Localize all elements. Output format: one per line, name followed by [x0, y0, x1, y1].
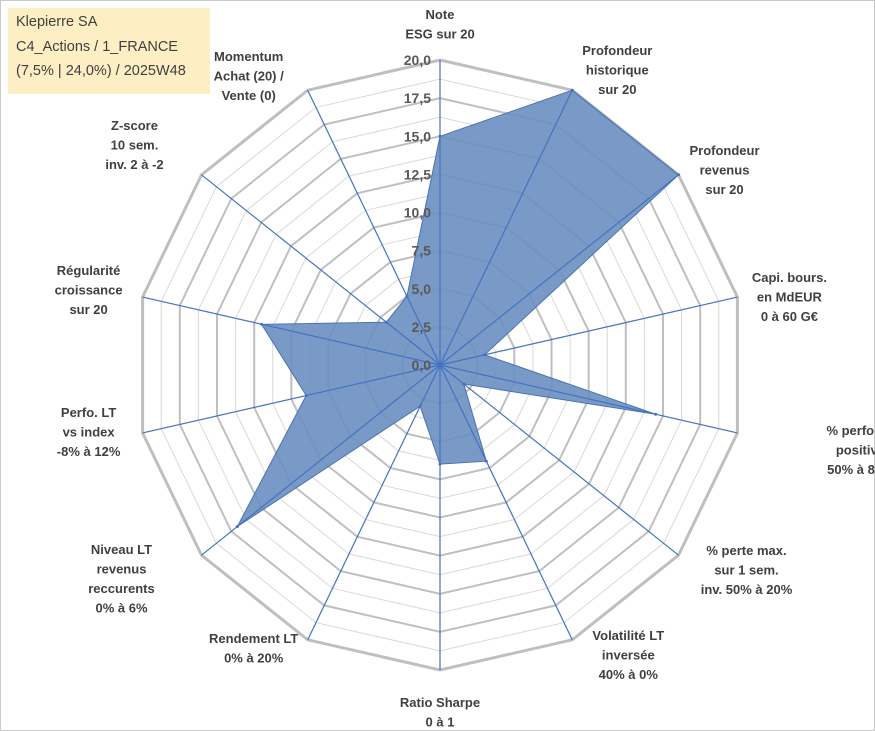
tick-label: 12,5: [404, 166, 431, 182]
axis-label-line: vs index: [63, 424, 116, 439]
axis-label-line: revenus: [700, 162, 750, 177]
axis-label-line: en MdEUR: [757, 290, 823, 305]
axis-label-line: revenus: [97, 562, 147, 577]
axis-spoke: [439, 296, 738, 366]
axis-label-line: inv. 2 à -2: [105, 157, 163, 172]
axis-label-line: 50% à 80%: [827, 462, 875, 477]
axis-label-line: Note: [426, 7, 455, 22]
title-period: (7,5% | 24,0%) / 2025W48: [16, 63, 186, 79]
axis-label-line: ESG sur 20: [405, 27, 474, 42]
axis-spoke: [439, 364, 738, 434]
chart-title-box: Klepierre SA C4_Actions / 1_FRANCE (7,5%…: [8, 8, 210, 94]
data-series-area: [236, 89, 680, 528]
axis-label-line: Momentum: [214, 49, 283, 64]
axis-label-line: 40% à 0%: [599, 667, 659, 682]
axis-spoke: [142, 296, 441, 366]
axis-label: Capi. bours. en MdEUR 0 à 60 G€: [752, 270, 827, 324]
tick-label: 17,5: [404, 90, 431, 106]
axis-spoke: [439, 364, 573, 641]
axis-spoke: [307, 364, 441, 641]
tick-label: 5,0: [412, 281, 432, 297]
tick-label: 7,5: [412, 243, 432, 259]
axis-spoke: [142, 364, 441, 434]
axis-label-line: inv. 50% à 20%: [701, 582, 793, 597]
axis-label-line: Z-score: [111, 118, 158, 133]
tick-label: 2,5: [412, 319, 432, 335]
axis-spoke: [201, 364, 441, 556]
axis-label-line: Profondeur: [582, 43, 652, 58]
axis-label-line: Régularité: [57, 263, 121, 278]
axis-label: % perfo 1A positive 50% à 80%: [826, 423, 875, 477]
title-category: C4_Actions / 1_FRANCE: [16, 39, 178, 55]
axis-label: Régularité croissance sur 20: [55, 263, 123, 317]
axis-label-line: sur 1 sem.: [714, 563, 778, 578]
tick-label: 0,0: [412, 357, 432, 373]
axis-label: Profondeur revenus sur 20: [689, 143, 759, 197]
axis-spoke: [307, 89, 441, 366]
axis-label-line: 0% à 20%: [224, 650, 284, 665]
axis-label-line: Niveau LT: [91, 542, 152, 557]
title-company: Klepierre SA: [16, 14, 98, 30]
axis-label-line: % perte max.: [706, 543, 786, 558]
axis-label-line: 0% à 6%: [95, 601, 147, 616]
axis-label: Ratio Sharpe 0 à 1: [400, 695, 480, 730]
axis-label-line: Achat (20) /: [214, 69, 284, 84]
tick-label: 15,0: [404, 128, 431, 144]
axis-label-line: Rendement LT: [209, 631, 298, 646]
axis-label: Rendement LT 0% à 20%: [209, 631, 298, 666]
axis-label-line: sur 20: [69, 302, 107, 317]
axis-label-line: sur 20: [598, 82, 636, 97]
axis-label-line: sur 20: [705, 182, 743, 197]
axis-label-line: Ratio Sharpe: [400, 695, 480, 710]
tick-label: 20,0: [404, 52, 431, 68]
axis-label: Z-score 10 sem. inv. 2 à -2: [105, 118, 163, 172]
axis-label: Note ESG sur 20: [405, 7, 474, 42]
axis-spoke: [439, 89, 573, 366]
axis-label: Profondeur historique sur 20: [582, 43, 652, 97]
axis-label-line: 0 à 1: [426, 715, 455, 730]
axis-label-line: Profondeur: [689, 143, 759, 158]
axis-label-line: -8% à 12%: [57, 444, 121, 459]
axis-label-line: positive: [836, 442, 875, 457]
axis-spoke: [439, 174, 679, 366]
axis-label-line: % perfo 1A: [826, 423, 875, 438]
axis-spoke: [201, 174, 441, 366]
axis-label-line: inversée: [602, 647, 655, 662]
axis-spoke: [439, 364, 679, 556]
axis-label: Niveau LT revenus reccurents 0% à 6%: [88, 542, 154, 616]
axis-label-line: Capi. bours.: [752, 270, 827, 285]
axis-label-line: Vente (0): [222, 88, 276, 103]
axis-label-line: historique: [586, 63, 649, 78]
axis-label-line: 10 sem.: [111, 137, 159, 152]
axis-label-line: reccurents: [88, 581, 154, 596]
axis-label-line: 0 à 60 G€: [761, 309, 818, 324]
tick-label: 10,0: [404, 205, 431, 221]
axis-label: Momentum Achat (20) / Vente (0): [214, 49, 284, 103]
axis-label: % perte max. sur 1 sem. inv. 50% à 20%: [701, 543, 793, 597]
axis-label: Volatilité LT inversée 40% à 0%: [592, 628, 664, 682]
axis-label: Perfo. LT vs index -8% à 12%: [57, 405, 121, 459]
axis-label-line: croissance: [55, 283, 123, 298]
axis-label-line: Perfo. LT: [61, 405, 116, 420]
axis-label-line: Volatilité LT: [592, 628, 664, 643]
